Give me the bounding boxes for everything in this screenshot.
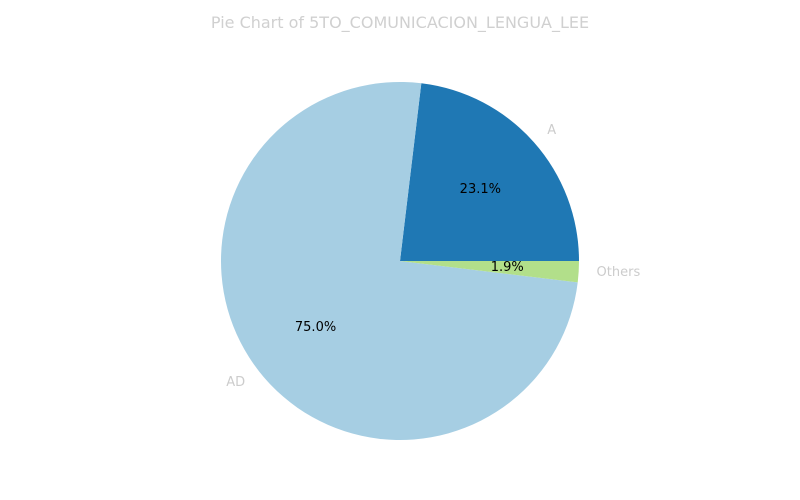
pct-label-others: 1.9% [491, 260, 524, 275]
slice-label-a: A [547, 123, 556, 138]
pie-slice-others [400, 261, 579, 283]
pie-slice-ad [220, 82, 578, 440]
slice-label-ad: AD [226, 375, 245, 390]
pie-labels: A 23.1% AD 75.0% Others 1.9% [226, 123, 640, 390]
pct-label-a: 23.1% [460, 182, 501, 197]
chart-title: Pie Chart of 5TO_COMUNICACION_LENGUA_LEE [210, 13, 590, 32]
pie-slice-a [400, 83, 579, 261]
pct-label-ad: 75.0% [295, 320, 336, 335]
slice-label-others: Others [597, 265, 641, 280]
pie-slices [220, 82, 579, 440]
